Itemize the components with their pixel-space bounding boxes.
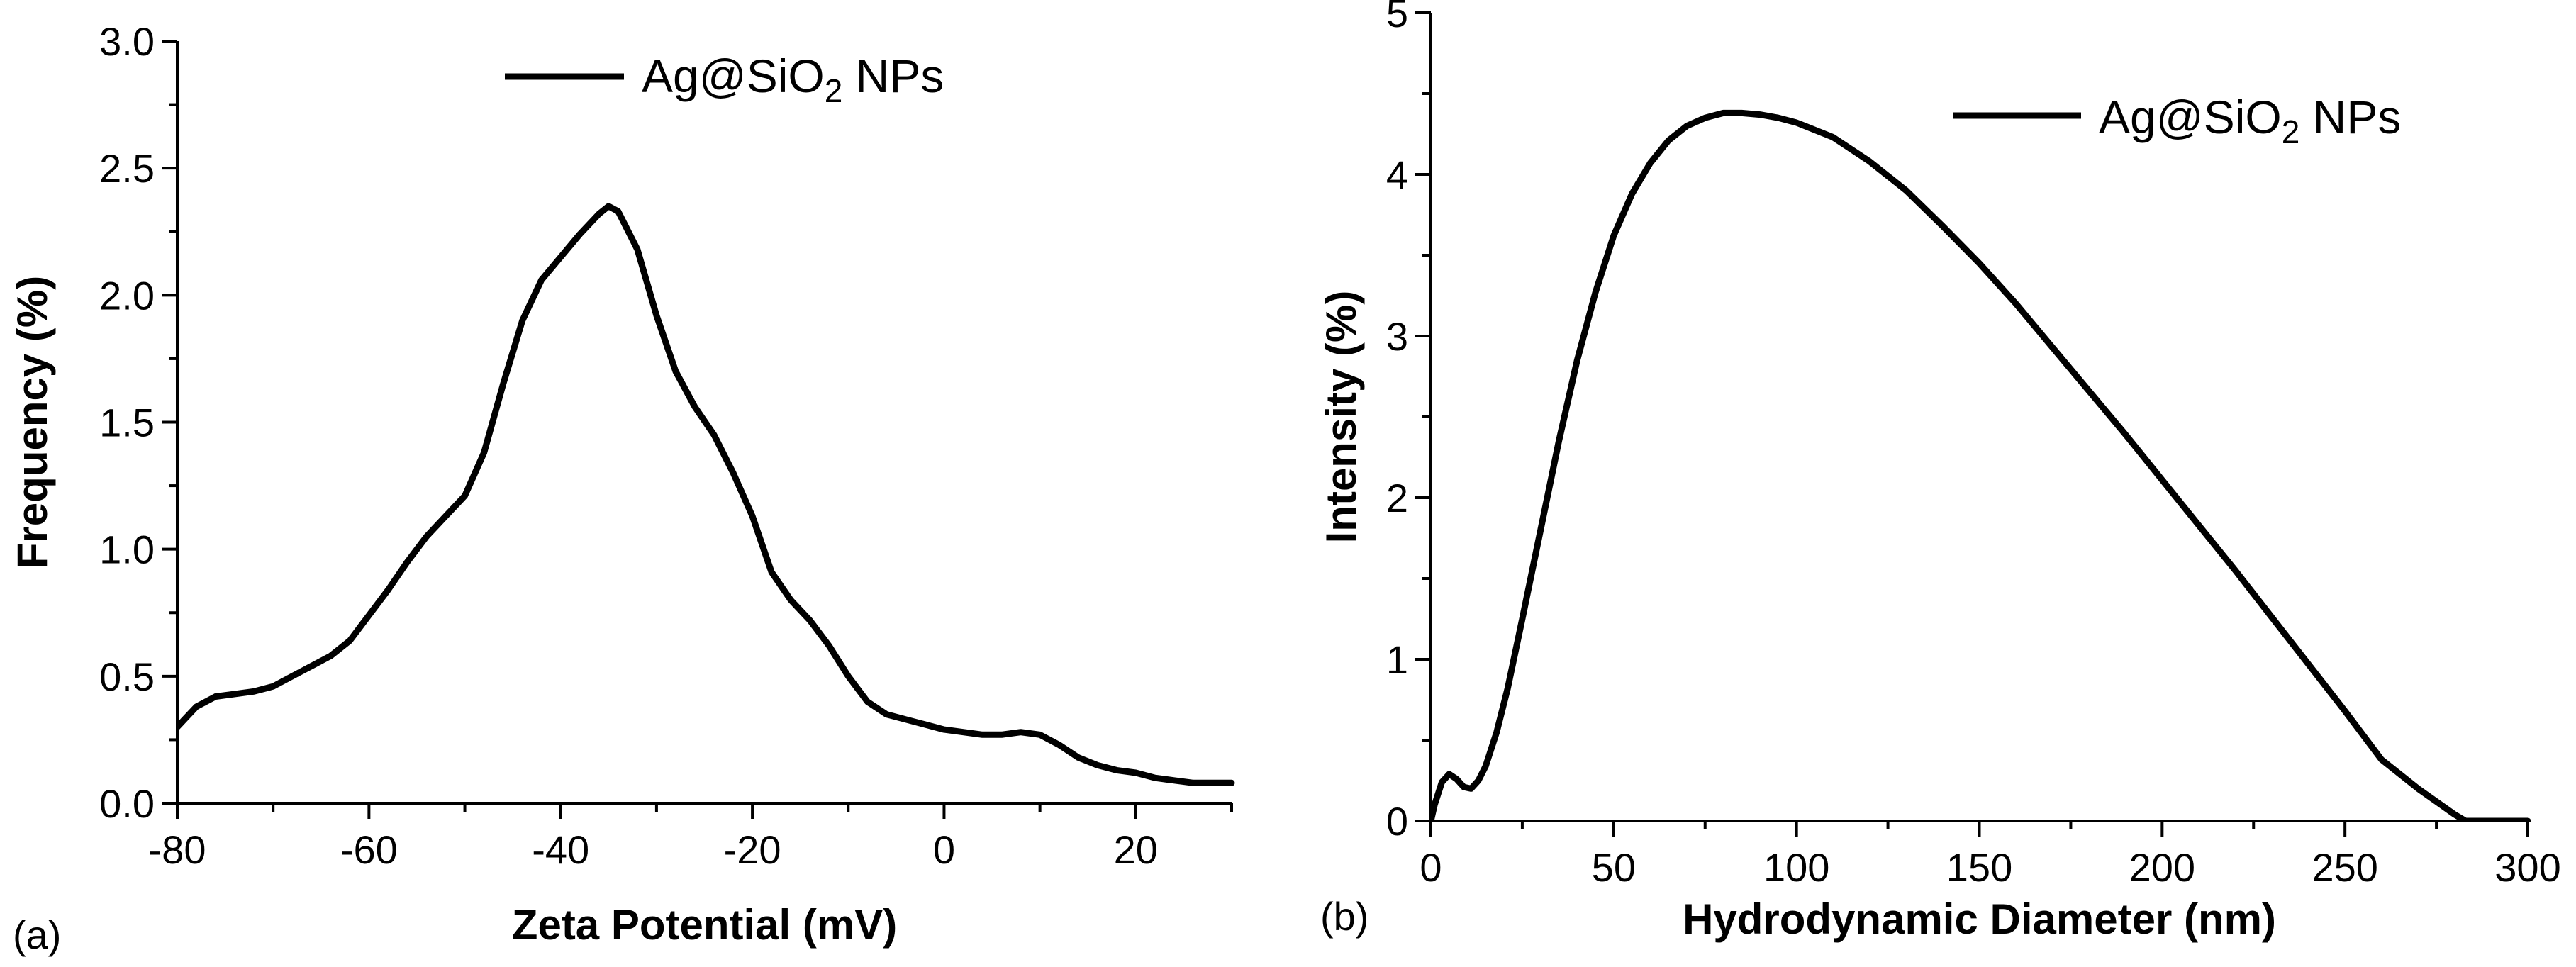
y-tick-label-a: 0.0 [99, 781, 155, 826]
x-axis-title-a: Zeta Potential (mV) [512, 901, 897, 949]
x-tick-label-a: -40 [532, 827, 589, 872]
y-tick-label-b: 3 [1386, 314, 1408, 359]
legend-subscript-a: 2 [825, 72, 843, 109]
x-tick-label-b: 150 [1946, 845, 2012, 890]
x-tick-label-b: 50 [1592, 845, 1636, 890]
x-tick-label-b: 300 [2494, 845, 2560, 890]
x-tick-label-a: -20 [724, 827, 781, 872]
legend-a: Ag@SiO2 NPs [505, 50, 944, 109]
x-tick-label-b: 100 [1763, 845, 1829, 890]
chart-panel-b: 0 50 100 150 200 250 300 0 1 2 3 4 5 Hydrodynamic Dia… [1317, 0, 2561, 943]
y-tick-label-b: 1 [1386, 637, 1408, 682]
x-axis-title-b: Hydrodynamic Diameter (nm) [1683, 895, 2276, 943]
series-line-a-0 [177, 203, 1235, 786]
x-tick-label-b: 200 [2129, 845, 2195, 890]
y-tick-label-a: 0.5 [99, 654, 155, 699]
y-axis-title-b: Intensity (%) [1317, 291, 1365, 544]
x-tick-label-b: 0 [1420, 845, 1442, 890]
y-tick-label-a: 2.5 [99, 146, 155, 191]
legend-label-a: Ag@SiO2 NPs [642, 50, 944, 109]
legend-subscript-b: 2 [2282, 113, 2300, 150]
x-tick-label-b: 250 [2312, 845, 2377, 890]
x-tick-label-a: -60 [340, 827, 398, 872]
y-tick-label-a: 1.0 [99, 527, 155, 572]
x-tick-label-a: 0 [933, 827, 955, 872]
legend-suffix-b: NPs [2299, 91, 2401, 143]
x-tick-label-a: -80 [149, 827, 206, 872]
legend-name-b: Ag@SiO [2099, 91, 2282, 143]
y-tick-label-b: 4 [1386, 152, 1408, 197]
y-tick-label-b: 5 [1386, 0, 1408, 35]
legend-label-b: Ag@SiO2 NPs [2099, 91, 2401, 150]
legend-name-a: Ag@SiO [642, 50, 825, 102]
series-line-b-0 [1431, 109, 2531, 822]
chart-panel-a: -80 -60 -40 -20 0 20 0.0 0.5 1.0 1.5 2.0 2.5 3.0 Zeta… [9, 19, 1235, 957]
y-tick-label-a: 2.0 [99, 273, 155, 318]
y-tick-label-b: 2 [1386, 476, 1408, 520]
x-tick-label-a: 20 [1114, 827, 1158, 872]
y-axis-title-a: Frequency (%) [9, 276, 56, 569]
legend-b: Ag@SiO2 NPs [1953, 91, 2401, 150]
panel-label-a: (a) [13, 912, 61, 957]
y-tick-label-b: 0 [1386, 799, 1408, 844]
y-tick-label-a: 3.0 [99, 19, 155, 64]
panel-label-b: (b) [1320, 894, 1368, 939]
y-tick-label-a: 1.5 [99, 401, 155, 445]
legend-suffix-a: NPs [842, 50, 944, 102]
